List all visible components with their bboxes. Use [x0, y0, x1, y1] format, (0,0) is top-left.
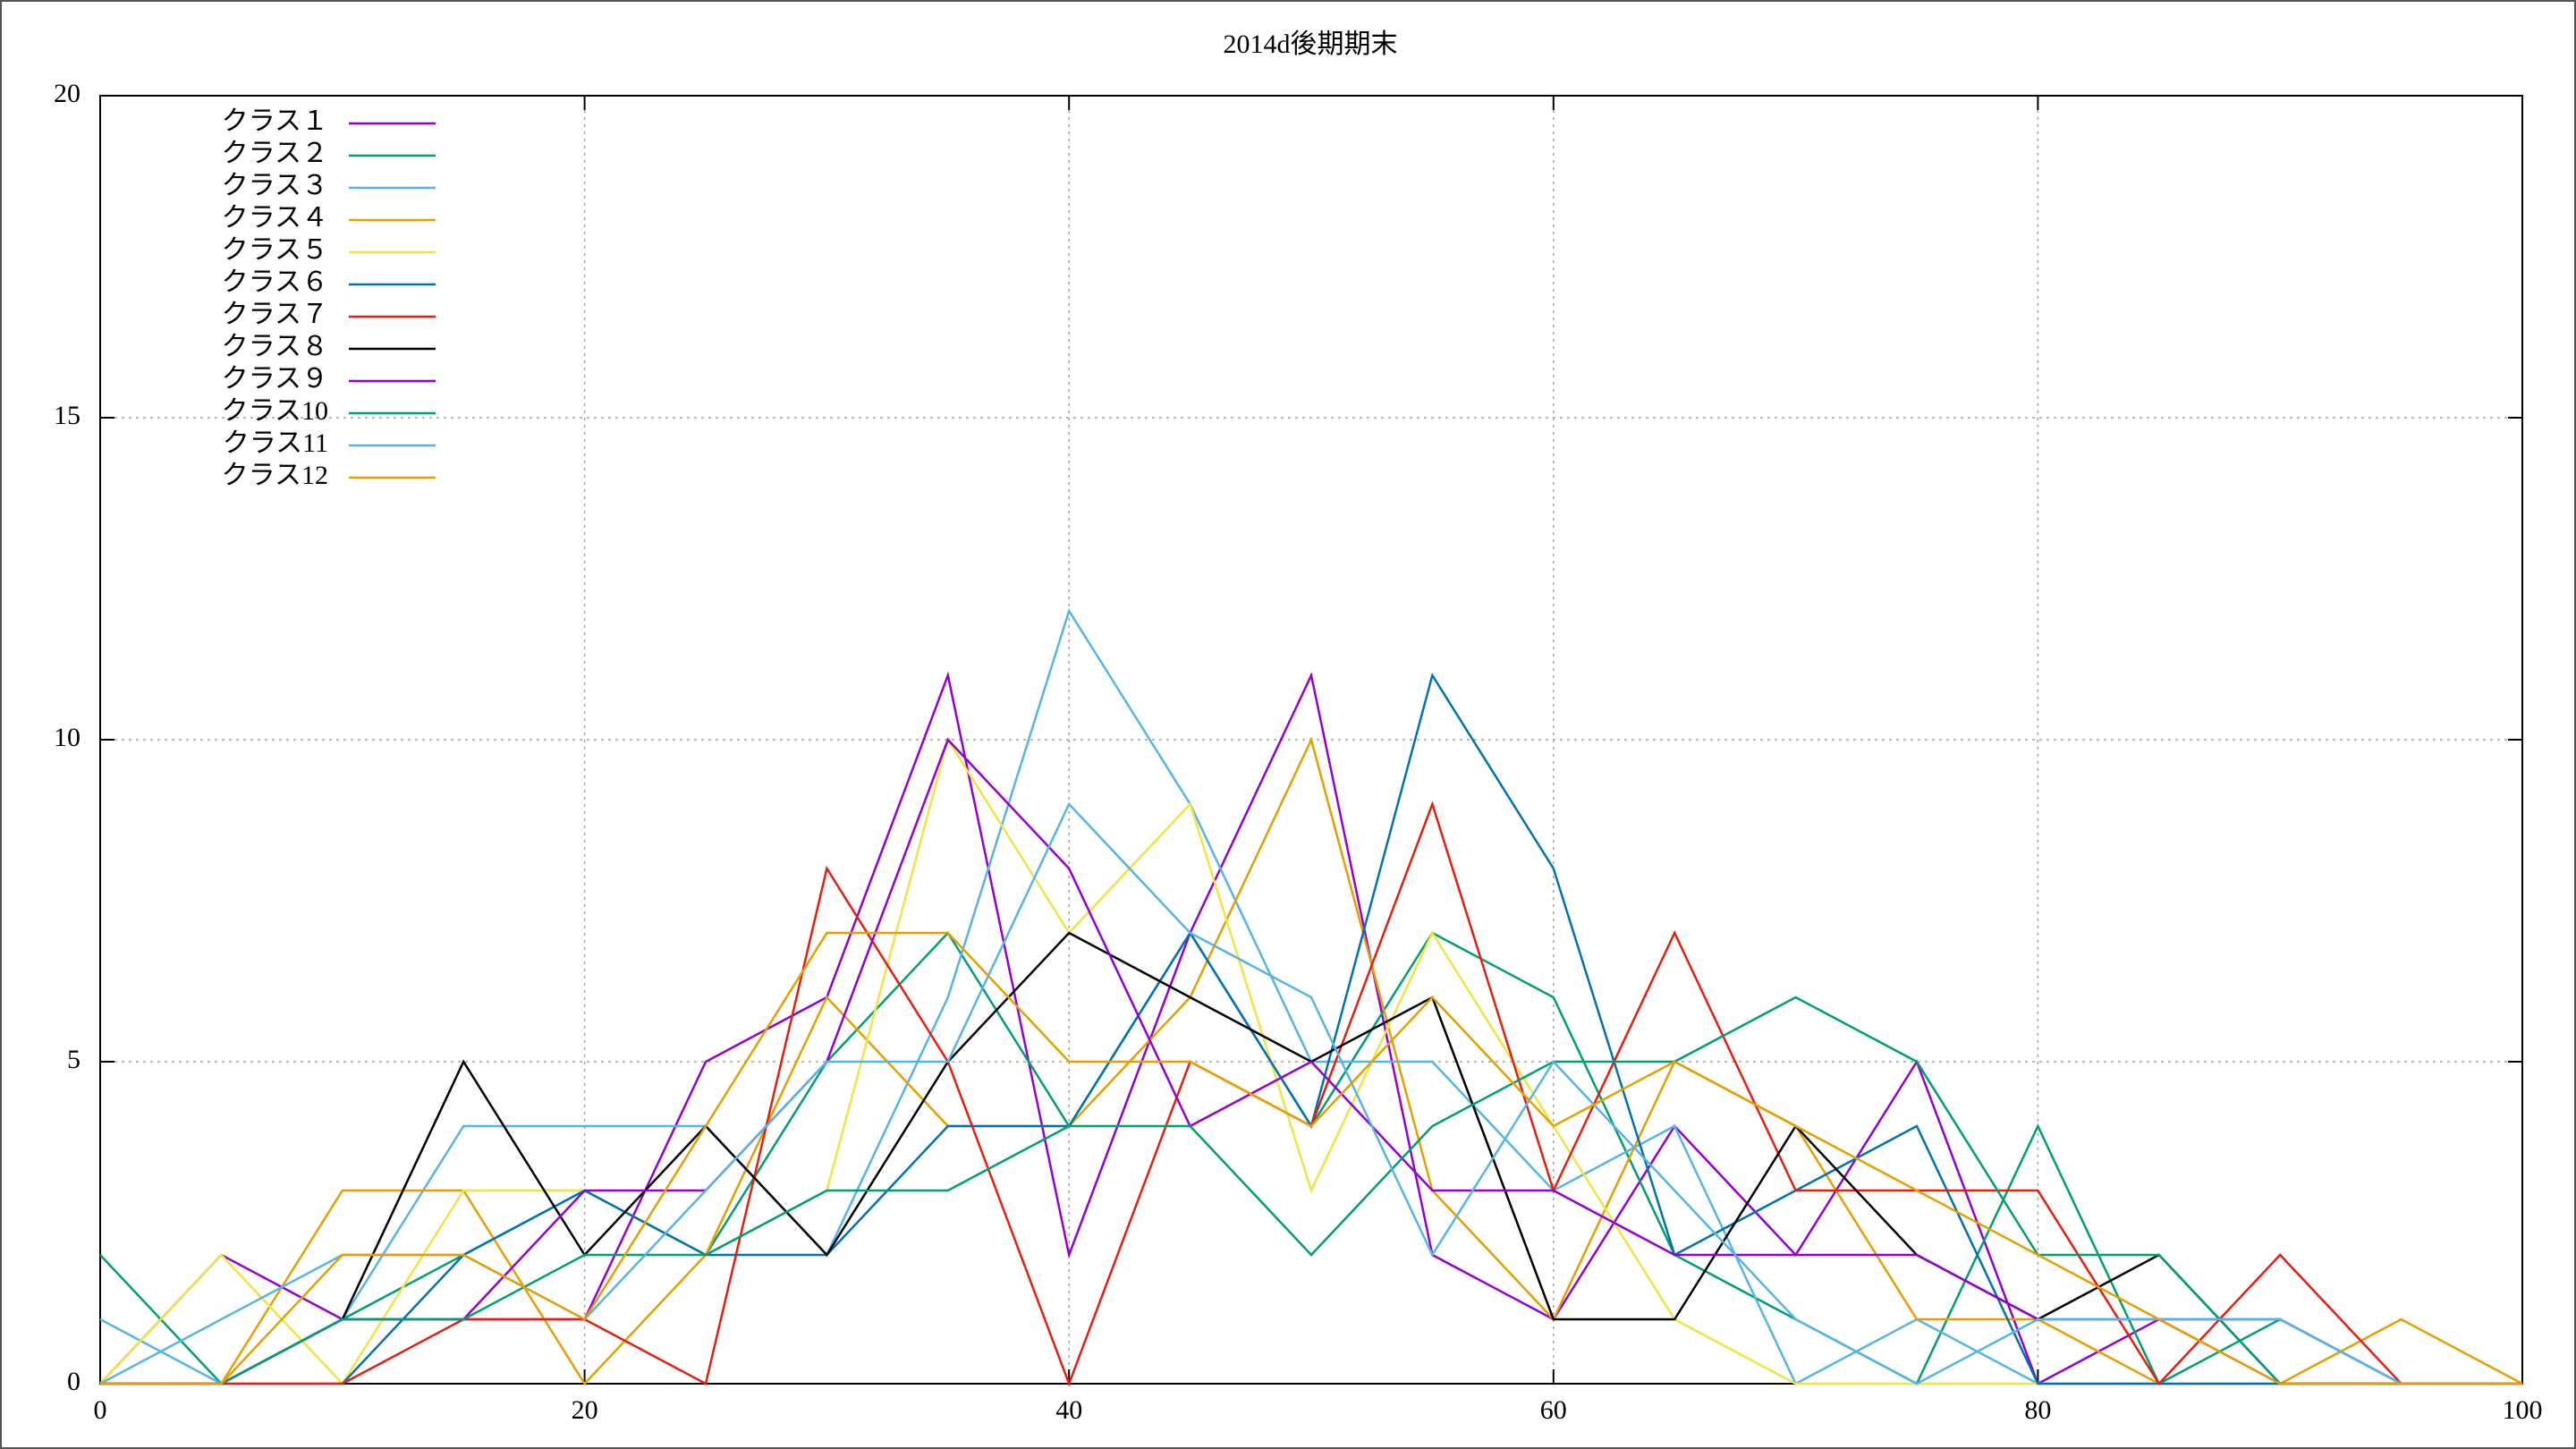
- legend-label: クラス３: [222, 171, 328, 200]
- legend-label: クラス７: [222, 300, 328, 329]
- legend-label: クラス10: [222, 396, 328, 426]
- legend-label: クラス12: [222, 461, 328, 490]
- series-line: [100, 996, 2522, 1385]
- series-line: [100, 931, 2522, 1385]
- y-tick-label: 5: [67, 1045, 80, 1074]
- legend-label: クラス６: [222, 267, 328, 297]
- legend-label: クラス８: [222, 332, 328, 361]
- x-tick-label: 80: [2024, 1395, 2051, 1425]
- x-tick-label: 40: [1055, 1395, 1082, 1425]
- y-tick-label: 10: [54, 723, 80, 752]
- x-tick-label: 100: [2503, 1395, 2543, 1425]
- legend-label: クラス２: [222, 139, 328, 168]
- chart-title: 2014d後期期末: [1224, 30, 1398, 59]
- x-tick-label: 20: [572, 1395, 598, 1425]
- y-tick-label: 0: [67, 1367, 80, 1396]
- legend-label: クラス９: [222, 364, 328, 394]
- legend-label: クラス４: [222, 203, 328, 233]
- x-tick-label: 0: [94, 1395, 107, 1425]
- legend-label: クラス１: [222, 106, 328, 136]
- legend-label: クラス５: [222, 235, 328, 265]
- plot-border: [99, 95, 2523, 1385]
- x-tick-label: 60: [1540, 1395, 1567, 1425]
- y-tick-label: 15: [54, 401, 80, 430]
- legend-label: クラス11: [223, 428, 328, 458]
- series-line: [100, 736, 2523, 1386]
- y-tick-label: 20: [54, 79, 80, 108]
